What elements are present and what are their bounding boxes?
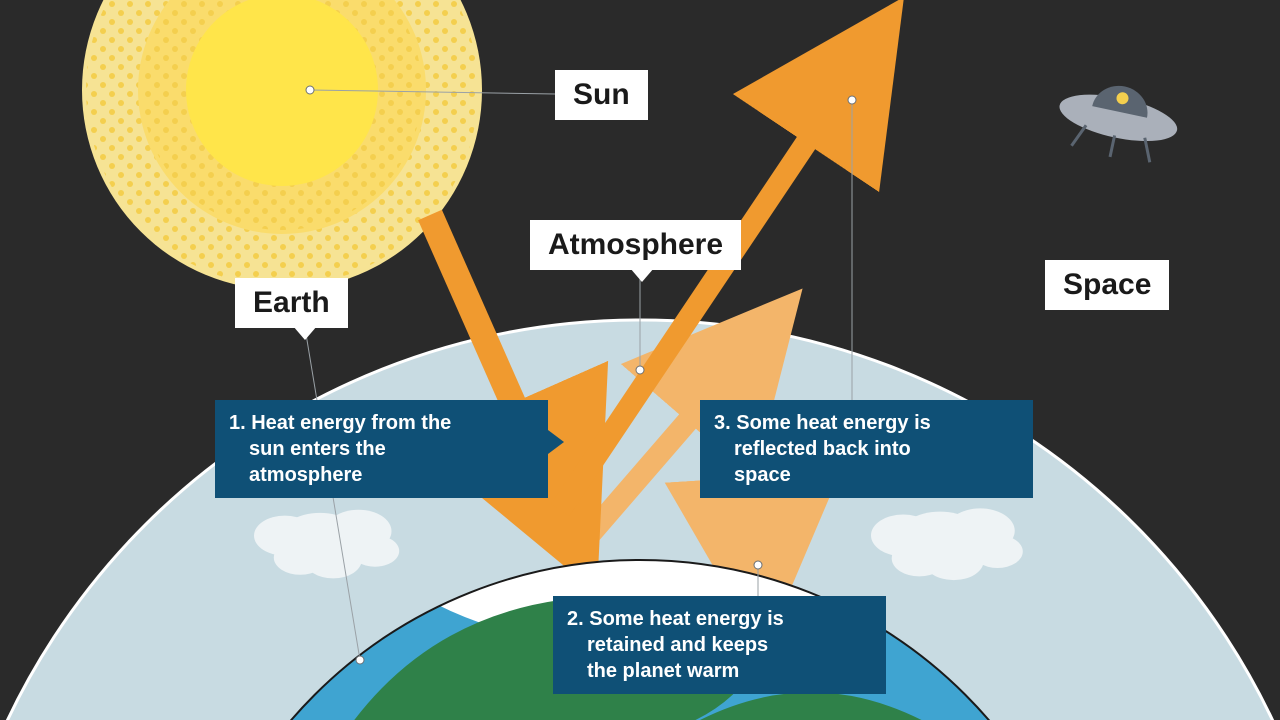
callout-2: 2. Some heat energy isretained and keeps… (553, 596, 886, 694)
diagram-stage: Sun Atmosphere Earth Space 1. Heat energ… (0, 0, 1280, 720)
callout-3: 3. Some heat energy isreflected back int… (700, 400, 1033, 498)
pointer-earth (293, 326, 317, 340)
callout-1: 1. Heat energy from thesun enters theatm… (215, 400, 548, 498)
label-space: Space (1045, 260, 1169, 310)
label-earth: Earth (235, 278, 348, 328)
label-atmosphere: Atmosphere (530, 220, 741, 270)
label-sun: Sun (555, 70, 648, 120)
pointer-callout-1 (548, 430, 564, 454)
pointer-atmosphere (630, 268, 654, 282)
